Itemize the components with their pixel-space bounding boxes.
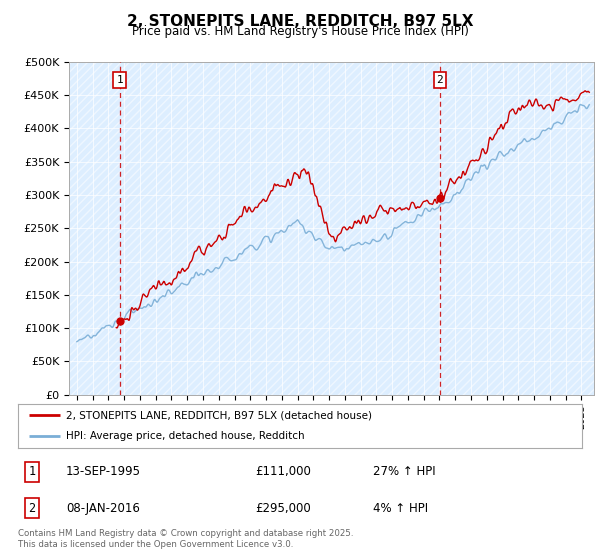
Text: £111,000: £111,000 (255, 465, 311, 478)
Text: Contains HM Land Registry data © Crown copyright and database right 2025.
This d: Contains HM Land Registry data © Crown c… (18, 529, 353, 549)
Text: 27% ↑ HPI: 27% ↑ HPI (373, 465, 436, 478)
Text: 4% ↑ HPI: 4% ↑ HPI (373, 502, 428, 515)
Text: 08-JAN-2016: 08-JAN-2016 (66, 502, 140, 515)
Text: 1: 1 (29, 465, 35, 478)
Text: HPI: Average price, detached house, Redditch: HPI: Average price, detached house, Redd… (66, 431, 305, 441)
Text: 2, STONEPITS LANE, REDDITCH, B97 5LX (detached house): 2, STONEPITS LANE, REDDITCH, B97 5LX (de… (66, 410, 372, 420)
Text: 2, STONEPITS LANE, REDDITCH, B97 5LX: 2, STONEPITS LANE, REDDITCH, B97 5LX (127, 14, 473, 29)
Text: £295,000: £295,000 (255, 502, 311, 515)
Text: 2: 2 (29, 502, 35, 515)
Text: 13-SEP-1995: 13-SEP-1995 (66, 465, 141, 478)
Text: 1: 1 (116, 75, 123, 85)
Text: Price paid vs. HM Land Registry's House Price Index (HPI): Price paid vs. HM Land Registry's House … (131, 25, 469, 38)
Text: 2: 2 (437, 75, 443, 85)
